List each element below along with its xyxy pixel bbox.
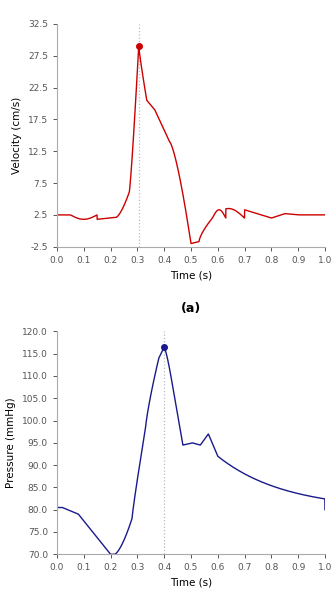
X-axis label: Time (s): Time (s) — [170, 271, 212, 280]
Y-axis label: Pressure (mmHg): Pressure (mmHg) — [6, 398, 16, 488]
X-axis label: Time (s): Time (s) — [170, 578, 212, 588]
Y-axis label: Velocity (cm/s): Velocity (cm/s) — [12, 97, 22, 174]
Text: (a): (a) — [181, 302, 201, 315]
